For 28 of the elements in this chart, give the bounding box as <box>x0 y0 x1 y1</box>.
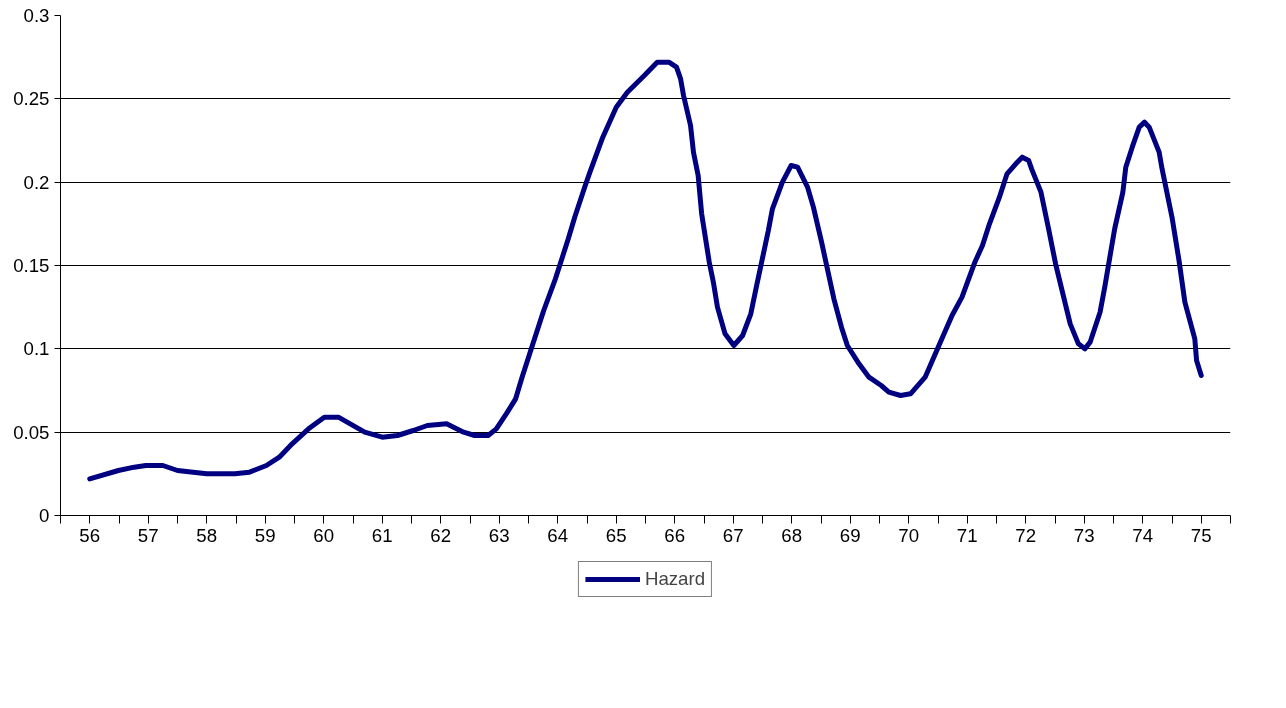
y-tick-label: 0 <box>39 505 50 526</box>
x-tick-label: 75 <box>1190 524 1212 546</box>
x-tick-label: 58 <box>196 524 218 546</box>
x-tick-label: 59 <box>254 524 276 546</box>
x-tick-label: 56 <box>79 524 101 546</box>
x-tick-label: 60 <box>313 524 335 546</box>
x-tick-label: 71 <box>956 524 978 546</box>
x-tick-label: 66 <box>664 524 686 546</box>
x-tick-label: 73 <box>1073 524 1095 546</box>
x-tick-label: 72 <box>1015 524 1037 546</box>
x-tick-label: 61 <box>371 524 393 546</box>
y-tick-label: 0.3 <box>23 5 50 26</box>
x-tick-label: 62 <box>430 524 452 546</box>
x-tick-label: 63 <box>488 524 510 546</box>
y-tick-label: 0.2 <box>23 171 50 193</box>
x-tick-label: 70 <box>898 524 920 546</box>
y-tick-label: 0.15 <box>13 255 50 276</box>
x-tick-label: 68 <box>781 524 803 546</box>
x-tick-label: 69 <box>839 524 861 546</box>
x-tick-label: 67 <box>722 524 744 546</box>
x-tick-label: 65 <box>605 524 627 546</box>
y-tick-label: 0.05 <box>13 421 50 443</box>
x-tick-label: 57 <box>137 524 159 546</box>
x-tick-label: 74 <box>1132 524 1154 546</box>
legend-label: Hazard <box>644 568 706 590</box>
y-tick-label: 0.1 <box>23 338 50 360</box>
y-tick-label: 0.25 <box>13 88 50 110</box>
x-tick-label: 64 <box>547 524 569 546</box>
